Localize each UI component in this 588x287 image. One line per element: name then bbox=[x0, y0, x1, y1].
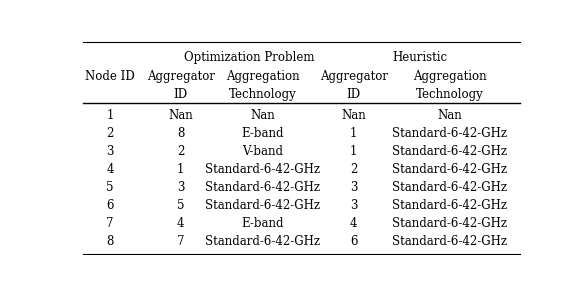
Text: Standard-6-42-GHz: Standard-6-42-GHz bbox=[392, 199, 507, 212]
Text: Aggregator: Aggregator bbox=[320, 70, 387, 83]
Text: 2: 2 bbox=[350, 163, 358, 176]
Text: 4: 4 bbox=[177, 217, 185, 230]
Text: Standard-6-42-GHz: Standard-6-42-GHz bbox=[205, 199, 320, 212]
Text: ID: ID bbox=[347, 88, 361, 101]
Text: 1: 1 bbox=[177, 163, 184, 176]
Text: 4: 4 bbox=[106, 163, 113, 176]
Text: 6: 6 bbox=[106, 199, 113, 212]
Text: 3: 3 bbox=[350, 199, 358, 212]
Text: 8: 8 bbox=[106, 235, 113, 249]
Text: E-band: E-band bbox=[241, 217, 284, 230]
Text: V-band: V-band bbox=[242, 145, 283, 158]
Text: Nan: Nan bbox=[342, 108, 366, 122]
Text: 3: 3 bbox=[177, 181, 185, 194]
Text: Standard-6-42-GHz: Standard-6-42-GHz bbox=[392, 217, 507, 230]
Text: 1: 1 bbox=[106, 108, 113, 122]
Text: 7: 7 bbox=[106, 217, 113, 230]
Text: Standard-6-42-GHz: Standard-6-42-GHz bbox=[392, 181, 507, 194]
Text: Standard-6-42-GHz: Standard-6-42-GHz bbox=[205, 181, 320, 194]
Text: Standard-6-42-GHz: Standard-6-42-GHz bbox=[205, 163, 320, 176]
Text: 1: 1 bbox=[350, 127, 358, 140]
Text: Standard-6-42-GHz: Standard-6-42-GHz bbox=[205, 235, 320, 249]
Text: 6: 6 bbox=[350, 235, 358, 249]
Text: Standard-6-42-GHz: Standard-6-42-GHz bbox=[392, 127, 507, 140]
Text: Standard-6-42-GHz: Standard-6-42-GHz bbox=[392, 145, 507, 158]
Text: Standard-6-42-GHz: Standard-6-42-GHz bbox=[392, 163, 507, 176]
Text: Nan: Nan bbox=[250, 108, 275, 122]
Text: Nan: Nan bbox=[168, 108, 193, 122]
Text: Aggregator: Aggregator bbox=[146, 70, 215, 83]
Text: 2: 2 bbox=[177, 145, 184, 158]
Text: Standard-6-42-GHz: Standard-6-42-GHz bbox=[392, 235, 507, 249]
Text: Technology: Technology bbox=[229, 88, 296, 101]
Text: Heuristic: Heuristic bbox=[392, 51, 447, 64]
Text: Nan: Nan bbox=[437, 108, 462, 122]
Text: 3: 3 bbox=[106, 145, 113, 158]
Text: 8: 8 bbox=[177, 127, 184, 140]
Text: Node ID: Node ID bbox=[85, 70, 135, 83]
Text: Technology: Technology bbox=[416, 88, 483, 101]
Text: 5: 5 bbox=[177, 199, 185, 212]
Text: ID: ID bbox=[173, 88, 188, 101]
Text: E-band: E-band bbox=[241, 127, 284, 140]
Text: 4: 4 bbox=[350, 217, 358, 230]
Text: Optimization Problem: Optimization Problem bbox=[183, 51, 314, 64]
Text: 7: 7 bbox=[177, 235, 185, 249]
Text: 1: 1 bbox=[350, 145, 358, 158]
Text: 2: 2 bbox=[106, 127, 113, 140]
Text: 5: 5 bbox=[106, 181, 113, 194]
Text: 3: 3 bbox=[350, 181, 358, 194]
Text: Aggregation: Aggregation bbox=[413, 70, 486, 83]
Text: Aggregation: Aggregation bbox=[226, 70, 299, 83]
